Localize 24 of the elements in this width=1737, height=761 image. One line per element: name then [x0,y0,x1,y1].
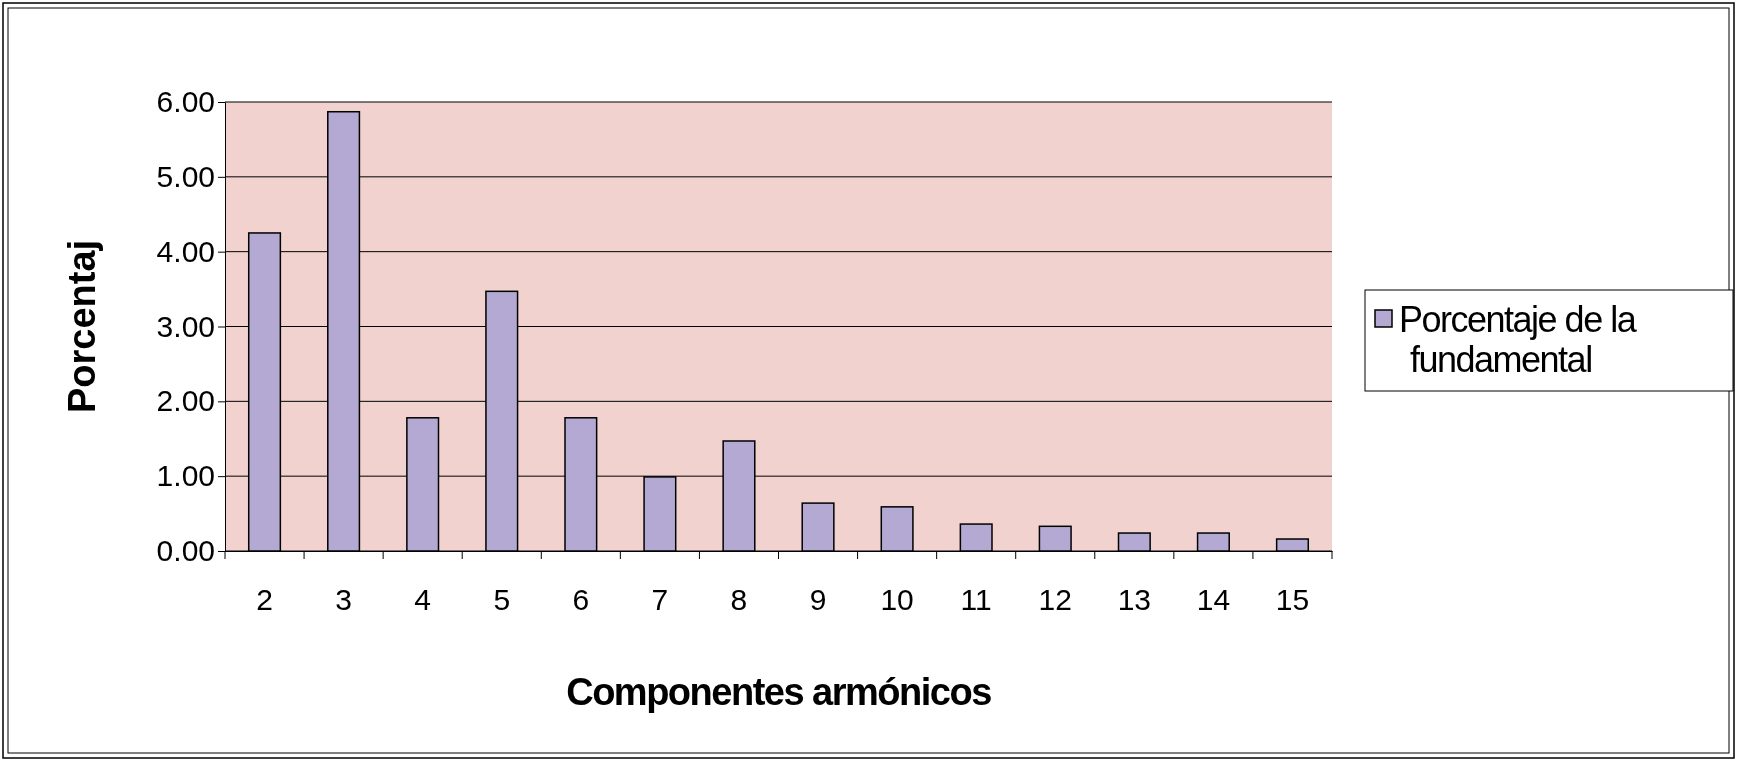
x-tick-label: 4 [414,583,432,617]
x-tick-label: 8 [730,583,748,617]
x-axis-title: Componentes armónicos [566,671,992,713]
y-tick-label: 4.00 [156,234,215,268]
y-tick-label: 2.00 [156,384,215,418]
y-tick-label: 3.00 [156,309,215,343]
x-tick-label: 11 [960,583,992,617]
y-axis-title: Porcentaj [61,239,103,414]
y-tick-label: 1.00 [156,459,215,493]
y-tick-label: 5.00 [156,159,215,193]
legend-label: Porcentaje de la fundamental [1399,299,1638,380]
y-tick-label: 6.00 [156,85,215,119]
x-tick-label: 7 [651,583,669,617]
x-tick-label: 13 [1117,583,1152,617]
x-tick-label: 6 [572,583,590,617]
x-tick-label: 5 [493,583,511,617]
x-tick-label: 2 [256,583,273,617]
x-tick-label: 15 [1275,583,1310,617]
x-tick-label: 12 [1038,583,1072,617]
x-tick-label: 9 [809,583,827,617]
x-tick-label: 3 [335,583,352,617]
y-tick-label: 0.00 [156,534,215,568]
x-tick-label: 14 [1196,583,1231,617]
x-tick-label: 10 [880,583,914,617]
